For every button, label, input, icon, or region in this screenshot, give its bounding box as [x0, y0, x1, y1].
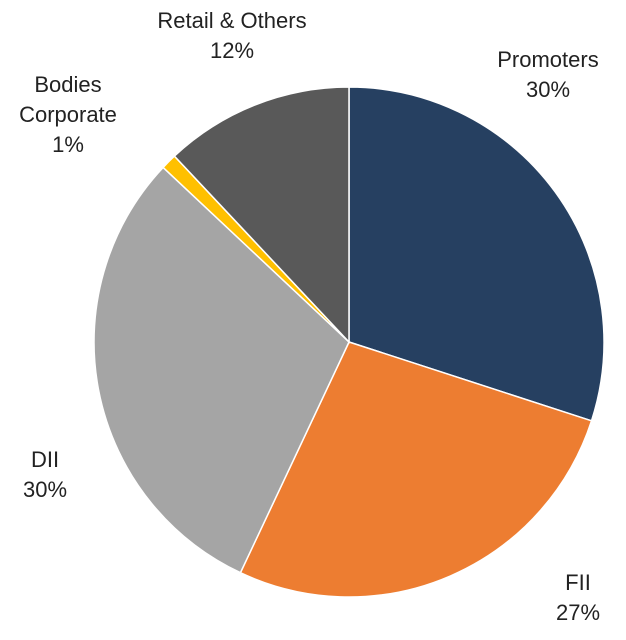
- category-label: DII: [30, 447, 60, 472]
- pie-slice: [239, 341, 593, 598]
- category-label: Bodies Corporate: [19, 72, 117, 127]
- category-label: Promoters: [497, 47, 599, 72]
- value-label: 1%: [52, 132, 84, 157]
- value-label: 30%: [22, 477, 68, 502]
- category-label: Retail & Others: [157, 8, 307, 33]
- pie-slice: [348, 86, 605, 422]
- value-label: 12%: [209, 38, 255, 63]
- pie-slice: [173, 86, 350, 344]
- slice-label: Retail & Others 12%: [122, 6, 342, 66]
- slice-label: DII 30%: [0, 445, 95, 505]
- value-label: 27%: [555, 600, 601, 625]
- slice-label: Bodies Corporate 1%: [3, 70, 133, 160]
- slice-label: Promoters 30%: [448, 45, 626, 105]
- slice-label: FII 27%: [528, 568, 626, 628]
- category-label: FII: [565, 570, 591, 595]
- pie-slice: [93, 166, 350, 574]
- value-label: 30%: [525, 77, 571, 102]
